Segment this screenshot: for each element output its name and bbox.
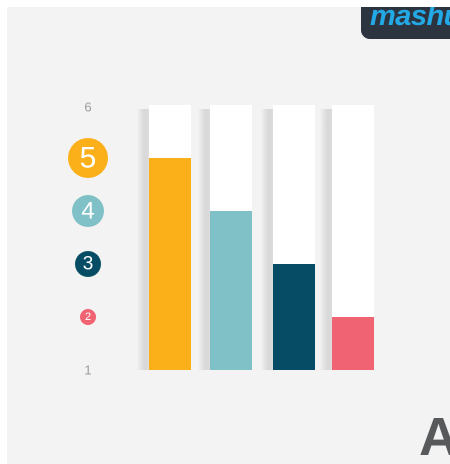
y-tick-label: 5 <box>80 142 97 175</box>
y-tick-badge-circle <box>72 195 104 227</box>
y-tick-badge-circle <box>80 309 96 325</box>
brand-logo[interactable]: mashu <box>361 7 450 39</box>
bar-shadow <box>320 109 332 370</box>
bar-fill <box>149 158 191 370</box>
bar-shadow <box>137 109 149 370</box>
y-tick-badge-circle <box>68 138 108 178</box>
y-tick-label: 2 <box>85 311 91 323</box>
bar-3 <box>261 105 315 370</box>
y-tick-badge-2: 2 <box>80 309 96 325</box>
brand-logo-text: mashu <box>370 7 450 32</box>
chart-canvas: mashu A <box>7 7 450 464</box>
bar-shadow <box>261 109 273 370</box>
corner-letter: A <box>419 407 450 464</box>
y-tick-badge-4: 4 <box>72 195 104 227</box>
bar-fill <box>332 317 374 370</box>
bar-5 <box>137 105 191 370</box>
bar-2 <box>320 105 374 370</box>
y-tick-badge-5: 5 <box>68 138 108 178</box>
y-tick-label-6: 6 <box>84 100 91 115</box>
bar-shadow <box>198 109 210 370</box>
y-tick-badge-circle <box>75 251 101 277</box>
bar-fill <box>273 264 315 370</box>
bar-fill <box>210 211 252 370</box>
bar-4 <box>198 105 252 370</box>
y-tick-badge-3: 3 <box>75 251 101 277</box>
y-tick-label: 4 <box>81 198 94 225</box>
y-tick-label: 3 <box>83 254 94 275</box>
y-tick-label-1: 1 <box>84 363 91 378</box>
